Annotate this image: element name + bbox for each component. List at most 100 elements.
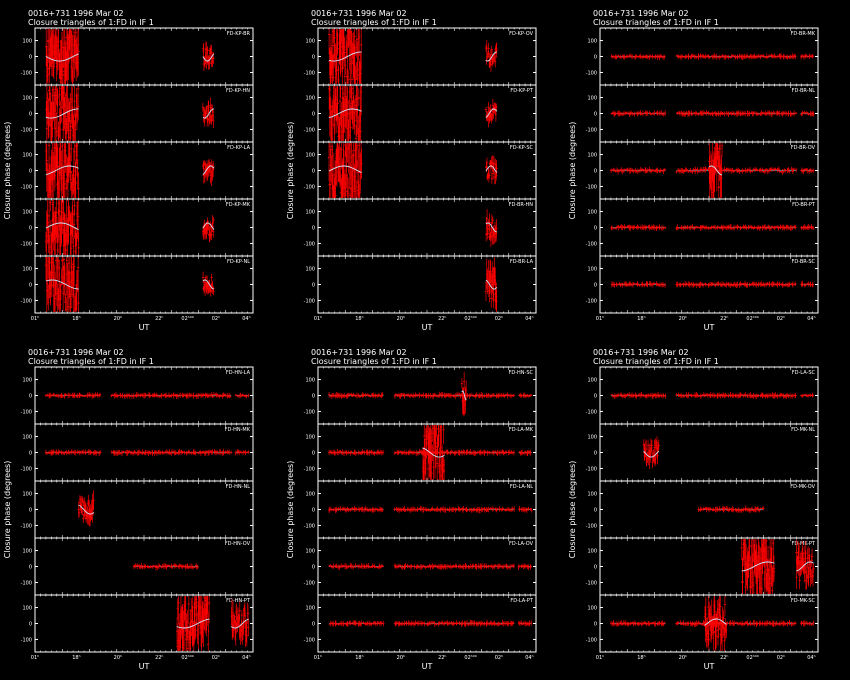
model-line: [328, 108, 362, 119]
x-axis-label: UT: [422, 323, 433, 332]
x-axis-label: UT: [139, 662, 150, 671]
triangle-row: 100 0 -100 FD-BR-OV: [586, 141, 819, 200]
triangle-label: FD-KP-BR: [227, 31, 251, 37]
y-tick-label: 100: [587, 210, 597, 216]
triangle-label: FD-BR-MK: [791, 31, 816, 37]
chart-title-source: 0016+731 1996 Mar 02: [311, 9, 407, 18]
triangle-label: FD-KP-MK: [226, 202, 251, 208]
x-tick-label: 18ʰ: [637, 316, 645, 322]
y-tick-label: 0: [312, 283, 315, 289]
y-tick-label: 100: [22, 267, 32, 273]
y-tick-label: -100: [304, 127, 315, 133]
model-line: [202, 222, 215, 230]
x-tick-label: 18ʰ: [355, 316, 363, 322]
y-tick-label: -100: [586, 241, 597, 247]
triangle-label: FD-BR-OV: [791, 145, 816, 151]
y-tick-label: 0: [594, 226, 597, 232]
x-tick-label: 02ʰ⁰⁰: [181, 316, 193, 322]
triangle-label: FD-KP-PT: [510, 88, 534, 94]
x-tick-label: 18ʰ: [72, 316, 80, 322]
model-line: [202, 279, 214, 290]
y-tick-label: -100: [21, 184, 32, 190]
y-axis-label: Closure phase (degrees): [286, 122, 295, 220]
y-tick-label: 0: [312, 169, 315, 175]
triangle-row: 100 0 -100 FD-BR-LA: [304, 255, 537, 314]
x-tick-label: 04ʰ: [525, 316, 533, 322]
model-line: [45, 279, 79, 290]
y-axis-label: Closure phase (degrees): [3, 461, 12, 559]
chart-title-subtitle: Closure triangles of 1:FD in IF 1: [311, 18, 437, 27]
chart-title-source: 0016+731 1996 Mar 02: [28, 9, 124, 18]
x-tick-label: 22ʰ: [438, 316, 446, 322]
y-tick-label: -100: [21, 241, 32, 247]
triangle-row: 100 0 -100 FD-BR-HN: [304, 198, 537, 257]
triangle-row: 100 0 -100 FD-KP-NL: [21, 255, 254, 314]
triangle-label: FD-HN-LA: [226, 370, 251, 376]
triangle-label: FD-BR-HN: [509, 202, 534, 208]
y-tick-label: -100: [304, 241, 315, 247]
y-axis-label: Closure phase (degrees): [3, 122, 12, 220]
model-line: [708, 165, 723, 176]
y-tick-label: 0: [594, 55, 597, 61]
y-tick-label: -100: [586, 184, 597, 190]
y-tick-label: 0: [29, 55, 32, 61]
chart-title-subtitle: Closure triangles of 1:FD in IF 1: [593, 18, 719, 27]
triangle-row: 100 0 -100 FD-KP-HN: [21, 84, 254, 143]
model-line: [485, 51, 497, 62]
model-line: [328, 165, 362, 174]
model-line: [202, 165, 215, 175]
y-tick-label: 100: [305, 96, 315, 102]
triangle-row: 100 0 -100 FD-BR-NL: [586, 84, 819, 143]
y-tick-label: 0: [29, 226, 32, 232]
y-tick-label: 100: [305, 153, 315, 159]
model-line: [202, 53, 215, 62]
y-tick-label: -100: [586, 70, 597, 76]
model-line: [485, 279, 498, 290]
x-tick-label: 02ʰ: [495, 316, 503, 322]
x-tick-label: 01ʰ: [314, 316, 322, 322]
x-tick-label: 02ʰ⁰⁰: [746, 316, 758, 322]
triangle-row: 100 0 -100 FD-BR-MK: [586, 27, 819, 86]
y-tick-label: -100: [304, 70, 315, 76]
x-tick-label: 04ʰ: [242, 316, 250, 322]
y-tick-label: -100: [21, 127, 32, 133]
y-tick-label: 100: [587, 267, 597, 273]
triangle-label: FD-KP-OV: [509, 31, 534, 37]
model-line: [328, 51, 362, 62]
y-tick-label: 0: [312, 112, 315, 118]
x-tick-label: 02ʰ: [212, 316, 220, 322]
triangle-label: FD-BR-SC: [791, 259, 815, 265]
model-line: [202, 108, 214, 119]
y-tick-label: 0: [312, 226, 315, 232]
y-tick-label: 100: [22, 153, 32, 159]
model-line: [45, 53, 79, 62]
row-frame: [317, 198, 537, 257]
x-axis-label: UT: [139, 323, 150, 332]
chart-title-subtitle: Closure triangles of 1:FD in IF 1: [28, 357, 154, 366]
y-tick-label: -100: [21, 70, 32, 76]
x-tick-label: 20ʰ: [679, 316, 687, 322]
x-tick-label: 02ʰ⁰⁰: [464, 316, 476, 322]
y-tick-label: 100: [22, 210, 32, 216]
triangle-row: 100 0 -100 FD-KP-OV: [304, 27, 537, 86]
x-tick-label: 04ʰ: [807, 316, 815, 322]
triangle-label: FD-KP-LA: [227, 145, 250, 151]
x-axis-label: UT: [704, 323, 715, 332]
y-tick-label: 0: [594, 112, 597, 118]
x-tick-label: 02ʰ: [777, 316, 785, 322]
triangle-label: FD-KP-NL: [227, 259, 250, 265]
y-tick-label: 0: [29, 112, 32, 118]
triangle-row: 100 0 -100 FD-BR-SC: [586, 255, 819, 314]
x-tick-label: 20ʰ: [114, 316, 122, 322]
triangle-label: FD-BR-NL: [792, 88, 816, 94]
y-tick-label: -100: [586, 127, 597, 133]
triangle-row: 100 0 -100 FD-KP-LA: [21, 141, 254, 200]
y-tick-label: -100: [304, 298, 315, 304]
y-tick-label: 0: [29, 394, 32, 400]
x-tick-label: 01ʰ: [596, 316, 604, 322]
triangle-row: 100 0 -100 FD-BR-PT: [586, 198, 819, 257]
y-tick-label: 100: [587, 39, 597, 45]
